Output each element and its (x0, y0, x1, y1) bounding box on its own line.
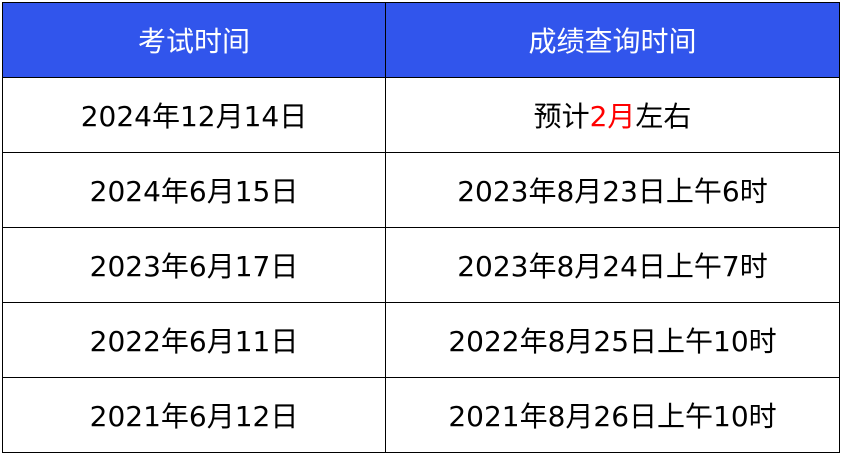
header-score-query-time: 成绩查询时间 (385, 2, 840, 78)
exam-date: 2021年6月12日 (2, 377, 386, 453)
table-row: 2023年6月17日 2023年8月24日上午7时 (2, 227, 840, 303)
exam-date: 2023年6月17日 (2, 227, 386, 303)
query-time: 2023年8月23日上午6时 (385, 152, 840, 228)
exam-date: 2024年6月15日 (2, 152, 386, 228)
query-time: 预计2月左右 (385, 77, 840, 153)
header-row: 考试时间 成绩查询时间 (2, 2, 840, 78)
exam-date: 2022年6月11日 (2, 302, 386, 378)
query-highlight: 2月 (589, 100, 636, 133)
table-row: 2024年12月14日 预计2月左右 (2, 77, 840, 153)
query-suffix: 左右 (635, 100, 692, 133)
query-prefix: 预计 (533, 100, 590, 133)
header-exam-time: 考试时间 (2, 2, 386, 78)
table-row: 2022年6月11日 2022年8月25日上午10时 (2, 302, 840, 378)
table-row: 2024年6月15日 2023年8月23日上午6时 (2, 152, 840, 228)
exam-date: 2024年12月14日 (2, 77, 386, 153)
query-time: 2022年8月25日上午10时 (385, 302, 840, 378)
table-row: 2021年6月12日 2021年8月26日上午10时 (2, 377, 840, 453)
query-time: 2023年8月24日上午7时 (385, 227, 840, 303)
query-time: 2021年8月26日上午10时 (385, 377, 840, 453)
